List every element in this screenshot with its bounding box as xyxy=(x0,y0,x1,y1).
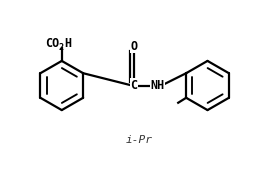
Text: NH: NH xyxy=(150,79,165,92)
Text: O: O xyxy=(130,40,138,53)
Text: CO: CO xyxy=(45,37,60,50)
Text: C: C xyxy=(130,79,138,92)
Text: H: H xyxy=(64,37,71,50)
Text: 2: 2 xyxy=(58,43,63,51)
Text: i-Pr: i-Pr xyxy=(126,135,153,145)
